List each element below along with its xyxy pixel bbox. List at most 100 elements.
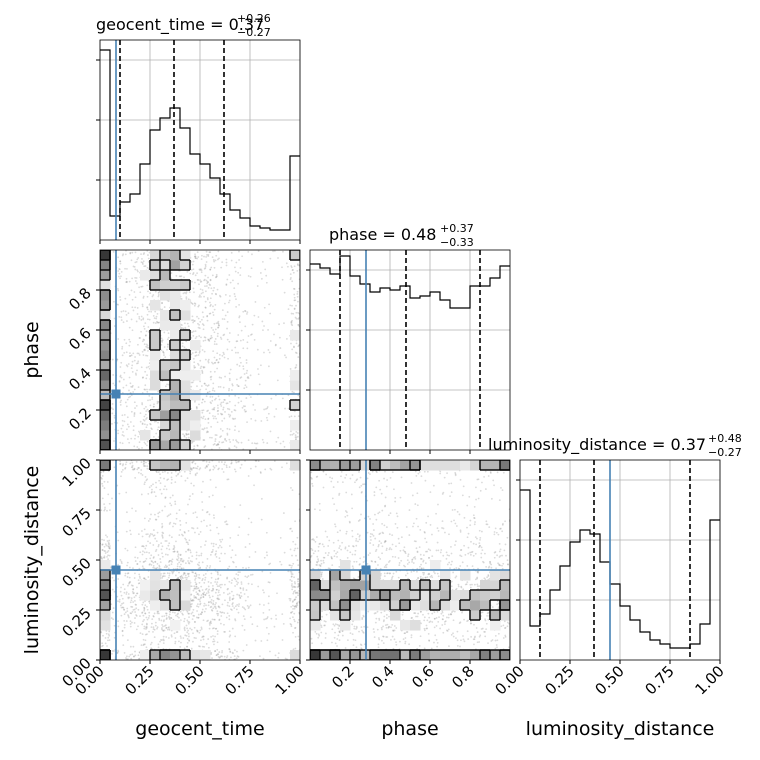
sample-point: [293, 618, 296, 621]
sample-point: [226, 327, 228, 330]
sample-point: [192, 460, 195, 463]
sample-point: [167, 561, 170, 563]
density-cell: [180, 310, 191, 321]
sample-point: [293, 391, 295, 394]
sample-point: [188, 498, 191, 501]
sample-point: [185, 541, 188, 544]
sample-point: [180, 567, 183, 570]
density-cell: [180, 330, 191, 341]
sample-point: [279, 442, 282, 445]
sample-point: [292, 312, 295, 315]
sample-point: [161, 615, 164, 618]
sample-point: [156, 312, 159, 315]
sample-point: [219, 610, 222, 613]
sample-point: [191, 611, 194, 614]
sample-point: [219, 560, 221, 563]
sample-point: [274, 344, 277, 347]
sample-point: [251, 253, 253, 256]
sample-point: [242, 566, 244, 569]
sample-point: [121, 424, 124, 427]
sample-point: [133, 596, 136, 599]
density-cell: [170, 300, 181, 311]
sample-point: [200, 365, 203, 368]
sample-point: [199, 359, 202, 362]
sample-point: [179, 577, 182, 580]
sample-point: [217, 324, 220, 327]
sample-point: [163, 619, 165, 622]
sample-point: [214, 591, 217, 594]
sample-point: [156, 321, 159, 324]
sample-point: [178, 561, 181, 564]
sample-point: [148, 600, 150, 603]
sample-point: [176, 631, 179, 633]
sample-point: [282, 250, 284, 253]
sample-point: [223, 630, 226, 633]
sample-point: [221, 538, 224, 541]
sample-point: [188, 557, 190, 559]
sample-point: [220, 461, 223, 463]
sample-point: [153, 317, 156, 320]
sample-point: [121, 254, 124, 257]
sample-point: [133, 577, 136, 579]
sample-point: [107, 554, 109, 557]
density-cell: [170, 390, 181, 401]
sample-point: [226, 576, 229, 579]
sample-point: [192, 571, 195, 574]
sample-point: [217, 443, 220, 446]
sample-point: [293, 265, 296, 268]
sample-point: [229, 596, 231, 599]
sample-point: [116, 287, 119, 290]
sample-point: [191, 571, 194, 574]
sample-point: [161, 526, 163, 529]
sample-point: [290, 625, 293, 628]
sample-point: [294, 299, 297, 302]
sample-point: [228, 400, 231, 403]
sample-point: [289, 368, 292, 370]
density-cell: [290, 440, 300, 450]
sample-point: [201, 608, 204, 611]
sample-point: [205, 460, 208, 463]
sample-point: [137, 608, 140, 611]
sample-point: [126, 549, 129, 552]
sample-point: [144, 633, 147, 636]
sample-point: [145, 646, 148, 649]
sample-point: [205, 384, 207, 387]
sample-point: [137, 582, 140, 585]
sample-point: [133, 655, 135, 658]
sample-point: [160, 349, 163, 352]
sample-point: [165, 612, 167, 615]
sample-point: [167, 576, 170, 579]
sample-point: [117, 429, 119, 432]
sample-point: [200, 639, 202, 642]
sample-point: [198, 350, 201, 353]
sample-point: [175, 275, 178, 277]
sample-point: [264, 408, 267, 410]
sample-point: [134, 650, 136, 653]
sample-point: [221, 261, 224, 264]
sample-point: [136, 362, 138, 365]
sample-point: [125, 461, 128, 464]
sample-point: [242, 367, 245, 370]
sample-point: [211, 274, 214, 277]
sample-point: [226, 407, 229, 410]
sample-point: [150, 626, 153, 629]
sample-point: [190, 599, 193, 602]
sample-point: [207, 590, 210, 593]
sample-point: [212, 548, 214, 551]
sample-point: [210, 651, 213, 654]
sample-point: [162, 625, 164, 628]
sample-point: [207, 417, 210, 420]
density-cell: [100, 310, 111, 321]
sample-point: [165, 618, 168, 621]
sample-point: [213, 266, 216, 269]
sample-point: [155, 317, 158, 320]
sample-point: [202, 480, 204, 483]
sample-point: [143, 577, 146, 580]
sample-point: [176, 613, 179, 616]
sample-point: [174, 574, 177, 577]
density-cell: [290, 380, 300, 391]
sample-point: [141, 623, 144, 626]
sample-point: [143, 325, 145, 328]
sample-point: [178, 616, 180, 619]
sample-point: [294, 547, 297, 550]
